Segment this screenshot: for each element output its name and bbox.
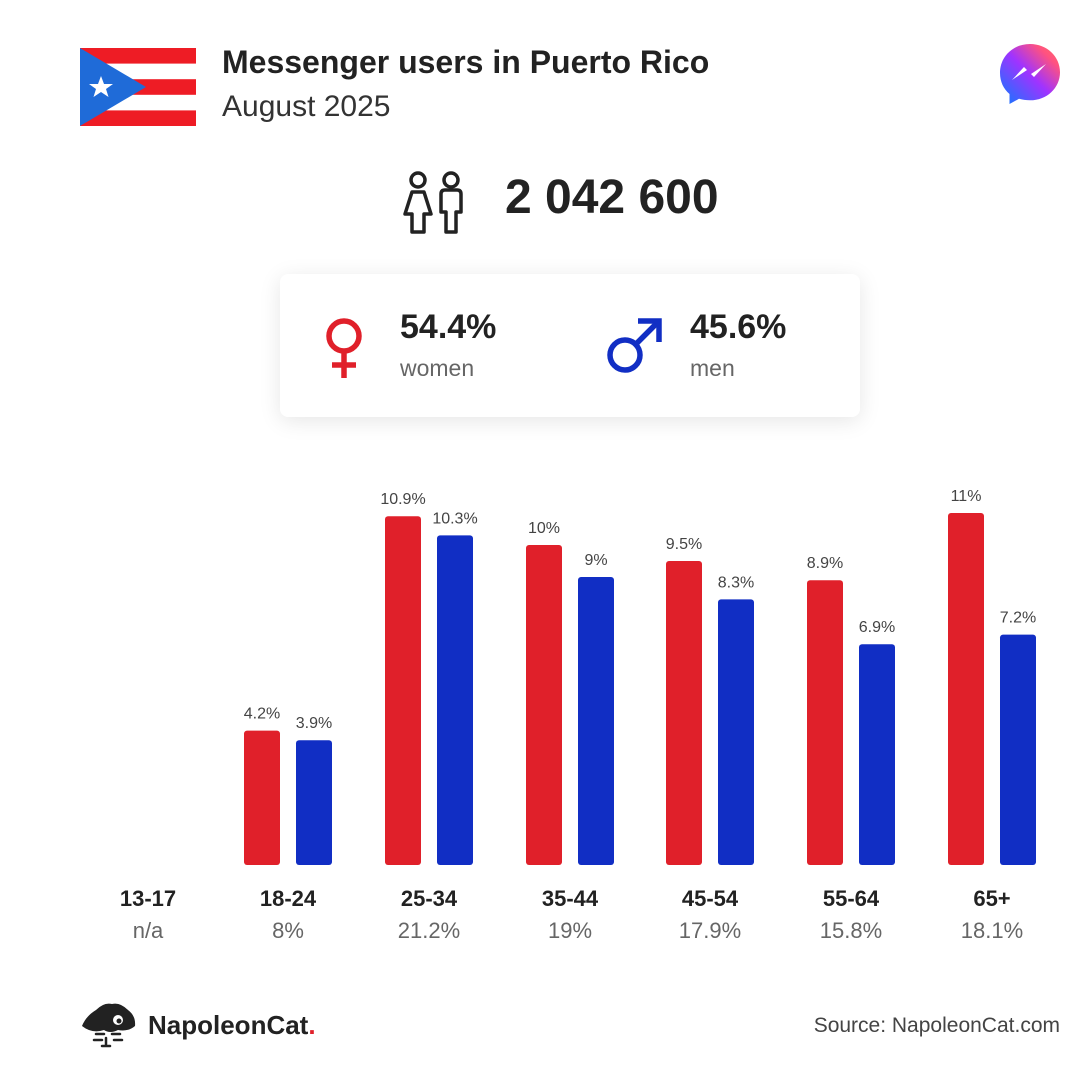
category-total-55-64: 15.8% bbox=[820, 918, 882, 943]
data-label-men-35-44: 9% bbox=[584, 552, 607, 569]
page-subtitle: August 2025 bbox=[222, 90, 391, 123]
male-symbol-icon bbox=[607, 318, 662, 373]
category-total-13-17: n/a bbox=[133, 918, 164, 943]
bar-men-45-54 bbox=[718, 599, 754, 865]
category-total-35-44: 19% bbox=[548, 918, 592, 943]
messenger-logo-icon bbox=[1000, 44, 1060, 104]
women-percentage: 54.4% bbox=[400, 308, 497, 346]
bar-men-55-64 bbox=[859, 644, 895, 865]
men-label: men bbox=[690, 355, 735, 381]
bar-women-25-34 bbox=[385, 516, 421, 865]
data-label-men-25-34: 10.3% bbox=[432, 510, 477, 527]
brand-name: NapoleonCat. bbox=[148, 1010, 316, 1040]
people-icon bbox=[403, 171, 463, 234]
category-total-65+: 18.1% bbox=[961, 918, 1023, 943]
total-users-value: 2 042 600 bbox=[505, 171, 719, 224]
bar-men-25-34 bbox=[437, 535, 473, 865]
category-label-65+: 65+ bbox=[973, 886, 1010, 911]
bar-women-65+ bbox=[948, 513, 984, 865]
data-label-women-25-34: 10.9% bbox=[380, 491, 425, 508]
gender-summary-card: 54.4% women 45.6% men bbox=[280, 274, 860, 417]
napoleoncat-logo-icon bbox=[82, 1003, 136, 1048]
data-label-men-65+: 7.2% bbox=[1000, 610, 1036, 627]
puerto-rico-flag-icon bbox=[80, 48, 196, 126]
source-note: Source: NapoleonCat.com bbox=[813, 1014, 1060, 1037]
data-label-women-18-24: 4.2% bbox=[244, 706, 280, 723]
data-label-women-55-64: 8.9% bbox=[807, 555, 843, 572]
category-label-18-24: 18-24 bbox=[260, 886, 317, 911]
bar-women-18-24 bbox=[244, 730, 280, 865]
bar-women-45-54 bbox=[666, 561, 702, 865]
age-gender-bar-chart: 13-17 n/a 4.2% 3.9% 18-24 8% 10.9% 10.3% 25-34 21… bbox=[120, 488, 1036, 943]
category-label-45-54: 45-54 bbox=[682, 886, 739, 911]
bar-men-65+ bbox=[1000, 634, 1036, 865]
bar-men-18-24 bbox=[296, 740, 332, 865]
female-symbol-icon bbox=[326, 318, 362, 378]
category-label-35-44: 35-44 bbox=[542, 886, 599, 911]
data-label-women-65+: 11% bbox=[951, 488, 982, 505]
bar-women-35-44 bbox=[526, 545, 562, 865]
data-label-men-45-54: 8.3% bbox=[718, 574, 754, 591]
men-percentage: 45.6% bbox=[690, 308, 787, 346]
category-label-13-17: 13-17 bbox=[120, 886, 176, 911]
category-total-45-54: 17.9% bbox=[679, 918, 741, 943]
data-label-women-35-44: 10% bbox=[528, 520, 560, 537]
category-label-25-34: 25-34 bbox=[401, 886, 458, 911]
category-total-25-34: 21.2% bbox=[398, 918, 460, 943]
bar-women-55-64 bbox=[807, 580, 843, 865]
bar-men-35-44 bbox=[578, 577, 614, 865]
page-title: Messenger users in Puerto Rico bbox=[222, 44, 710, 80]
category-total-18-24: 8% bbox=[272, 918, 304, 943]
data-label-men-55-64: 6.9% bbox=[859, 619, 895, 636]
data-label-women-45-54: 9.5% bbox=[666, 536, 702, 553]
women-label: women bbox=[400, 355, 475, 381]
category-label-55-64: 55-64 bbox=[823, 886, 880, 911]
data-label-men-18-24: 3.9% bbox=[296, 715, 332, 732]
